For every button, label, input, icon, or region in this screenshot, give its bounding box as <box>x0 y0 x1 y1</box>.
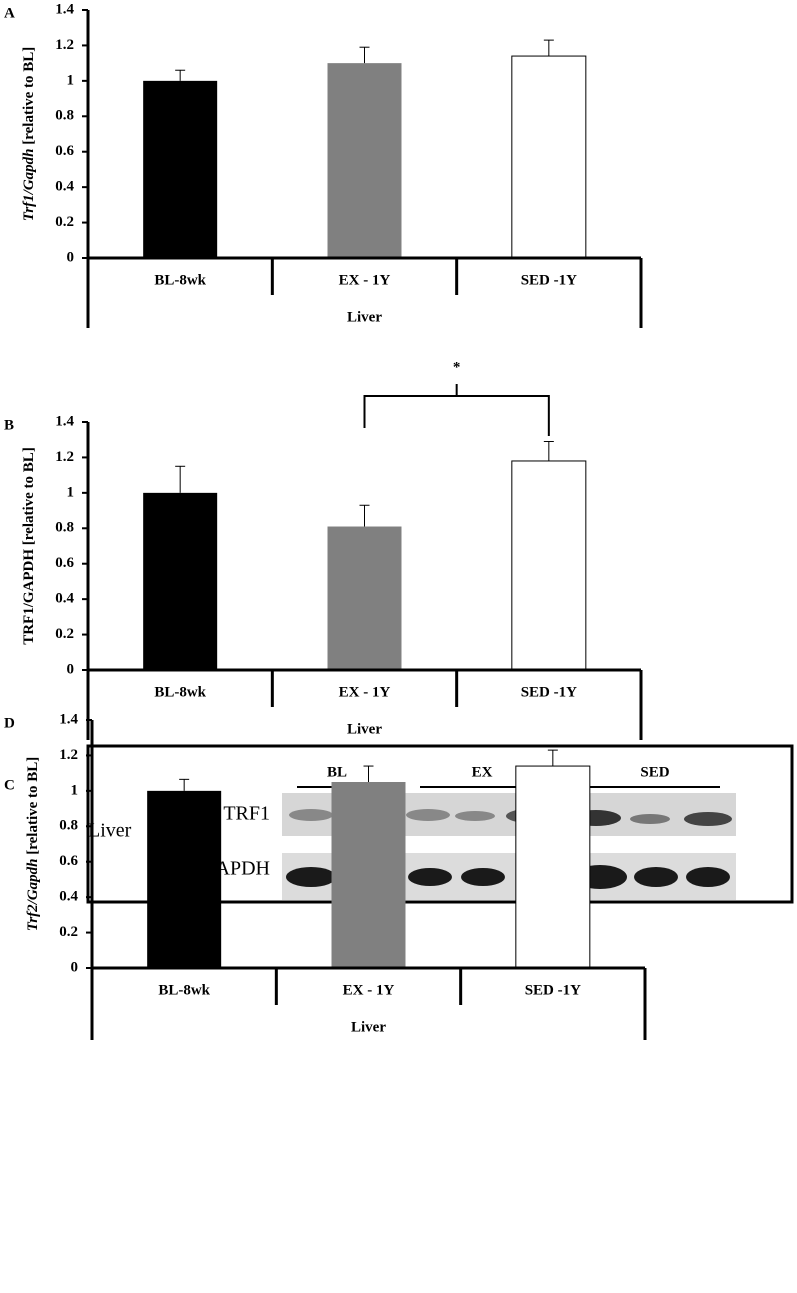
y-tick-label: 0.2 <box>59 924 78 940</box>
bar <box>327 526 402 670</box>
y-tick-label: 1.2 <box>59 747 78 763</box>
y-tick-label: 0.6 <box>55 143 74 159</box>
y-tick-label: 0.6 <box>59 853 78 869</box>
x-tick-label: BL-8wk <box>154 684 206 700</box>
significance-label: * <box>453 359 461 375</box>
y-tick-label: 1.4 <box>55 1 74 17</box>
bar <box>511 460 587 671</box>
x-axis-label: Liver <box>351 1019 386 1035</box>
x-tick-label: BL-8wk <box>154 272 206 288</box>
bar <box>327 63 402 259</box>
y-tick-label: 1.4 <box>59 711 78 727</box>
y-tick-label: 0 <box>71 959 79 975</box>
panel-label: A <box>4 5 15 21</box>
panel-label: B <box>4 417 14 433</box>
y-tick-label: 0.4 <box>55 591 74 607</box>
group-label: SED <box>640 764 669 780</box>
x-axis-label: Liver <box>347 309 382 325</box>
y-axis-label-italic: Trf2/Gapdh <box>25 859 41 932</box>
y-tick-label: 0.2 <box>55 214 74 230</box>
panel-label: C <box>4 777 15 793</box>
y-tick-label: 0.6 <box>55 555 74 571</box>
x-axis-label: Liver <box>347 721 382 737</box>
significance-bracket <box>363 395 550 436</box>
y-axis-label-text: [relative to BL] <box>25 757 41 855</box>
y-tick-label: 1.2 <box>55 37 74 53</box>
bar <box>143 80 218 258</box>
y-tick-label: 0.8 <box>55 520 74 536</box>
x-tick-label: EX - 1Y <box>339 684 391 700</box>
x-tick-label: EX - 1Y <box>343 982 395 998</box>
y-tick-label: 0 <box>67 661 75 677</box>
x-tick-label: SED -1Y <box>525 982 581 998</box>
y-axis-label-italic: Trf1/Gapdh <box>21 149 37 222</box>
x-tick-label: SED -1Y <box>521 272 577 288</box>
x-tick-label: BL-8wk <box>158 982 210 998</box>
row-label: TRF1 <box>223 803 270 825</box>
group-label: BL <box>327 764 347 780</box>
y-tick-label: 0.4 <box>55 179 74 195</box>
y-tick-label: 0.2 <box>55 626 74 642</box>
bar <box>511 55 587 259</box>
bar <box>143 492 218 670</box>
y-axis-label: Trf1/Gapdh [relative to BL] <box>21 47 37 222</box>
y-axis-label: Trf2/Gapdh [relative to BL] <box>25 757 41 932</box>
y-tick-label: 1.4 <box>55 413 74 429</box>
panel-label: D <box>4 715 15 731</box>
tissue-label: Liver <box>88 820 132 842</box>
y-axis-label-text: TRF1/GAPDH [relative to BL] <box>21 447 37 645</box>
bar <box>331 782 406 968</box>
y-tick-label: 1 <box>67 484 75 500</box>
y-tick-label: 1 <box>71 782 79 798</box>
x-tick-label: SED -1Y <box>521 684 577 700</box>
bar <box>147 790 222 968</box>
y-tick-label: 0.4 <box>59 889 78 905</box>
y-tick-label: 1 <box>67 72 75 88</box>
group-label: EX <box>472 764 493 780</box>
y-tick-label: 1.2 <box>55 449 74 465</box>
y-axis-label-text: [relative to BL] <box>21 47 37 145</box>
y-axis-label: TRF1/GAPDH [relative to BL] <box>21 447 37 645</box>
y-tick-label: 0.8 <box>55 108 74 124</box>
bar <box>515 765 591 969</box>
y-tick-label: 0 <box>67 249 75 265</box>
x-tick-label: EX - 1Y <box>339 272 391 288</box>
y-tick-label: 0.8 <box>59 818 78 834</box>
blot-frame <box>86 744 794 904</box>
